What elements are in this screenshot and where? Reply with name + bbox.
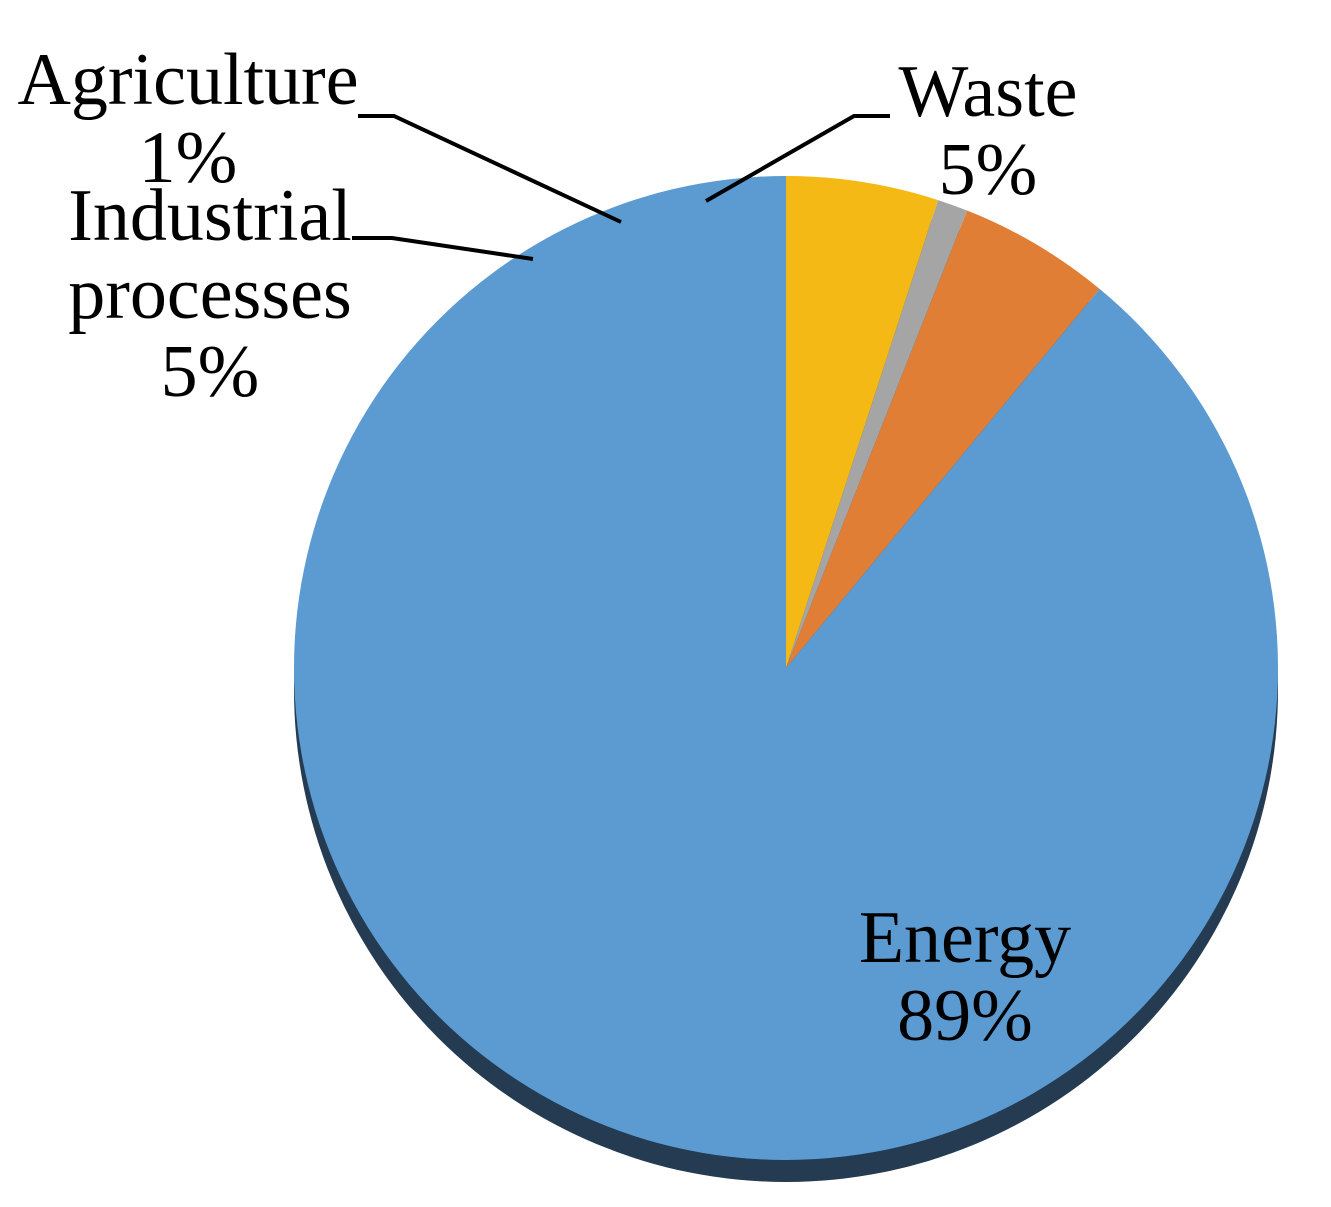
leader-line-industrial-processes <box>352 236 534 261</box>
category-label: Agriculture <box>17 39 358 121</box>
percent-label: 89% <box>897 975 1033 1057</box>
pie-slice-industrial-processes <box>786 210 1100 669</box>
leader-line-agriculture <box>358 114 622 224</box>
percent-label: 5% <box>939 129 1038 211</box>
percent-label: 1% <box>139 117 238 199</box>
pie-slice-energy <box>293 175 1278 1160</box>
slice-labels: Energy89%Industrialprocesses5%Agricultur… <box>17 39 1077 1057</box>
pie-slice-agriculture <box>786 200 968 668</box>
pie-slices <box>293 175 1278 1182</box>
leader-lines <box>352 114 890 261</box>
category-label: processes <box>68 253 352 335</box>
percent-label: 5% <box>161 331 260 413</box>
leader-line-waste <box>705 114 890 203</box>
pie-slice-waste <box>786 176 939 668</box>
category-label: Waste <box>899 51 1078 133</box>
category-label: Industrial <box>68 175 352 257</box>
category-label: Energy <box>859 897 1071 979</box>
